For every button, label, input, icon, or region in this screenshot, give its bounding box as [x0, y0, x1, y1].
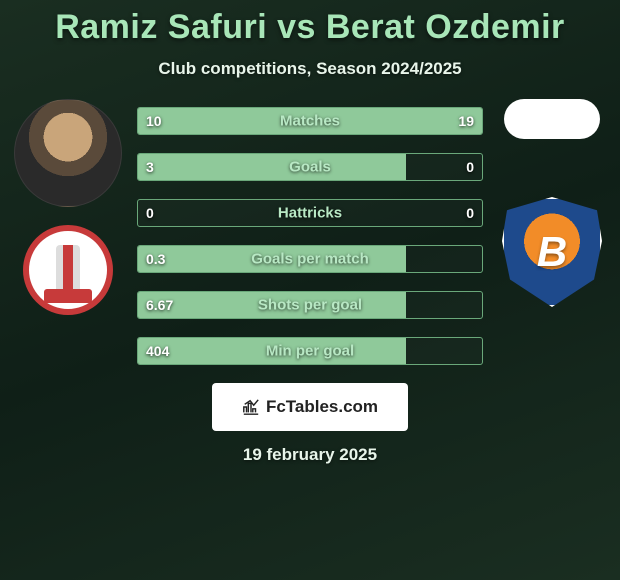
brand-label: FcTables.com — [266, 397, 378, 417]
stat-row: 10 19 Matches — [137, 107, 483, 135]
stat-label: Min per goal — [266, 343, 354, 360]
player-right-avatar — [504, 99, 600, 139]
stat-value-right: 19 — [458, 113, 474, 129]
page-title: Ramiz Safuri vs Berat Ozdemir — [0, 0, 620, 47]
stat-label: Goals — [289, 159, 331, 176]
shield-letter: B — [537, 228, 567, 276]
comparison-content: B 10 19 Matches 3 0 Goals 0 0 Hattricks 0.3 Goals … — [0, 99, 620, 365]
stat-value-left: 404 — [146, 343, 169, 359]
stat-value-left: 10 — [146, 113, 162, 129]
bar-left-fill — [138, 154, 406, 180]
player-left-avatar — [14, 99, 122, 207]
stat-label: Hattricks — [278, 205, 342, 222]
shield-icon: B — [502, 197, 602, 307]
stat-label: Goals per match — [251, 251, 369, 268]
stat-value-right: 0 — [466, 205, 474, 221]
right-player-column: B — [492, 99, 612, 307]
subtitle: Club competitions, Season 2024/2025 — [0, 59, 620, 79]
stat-value-right: 0 — [466, 159, 474, 175]
stat-value-left: 6.67 — [146, 297, 173, 313]
player-left-club-crest — [23, 225, 113, 315]
stat-row: 6.67 Shots per goal — [137, 291, 483, 319]
stat-value-left: 0 — [146, 205, 154, 221]
chart-icon — [242, 398, 260, 416]
stat-value-left: 3 — [146, 159, 154, 175]
stat-value-left: 0.3 — [146, 251, 165, 267]
stat-row: 3 0 Goals — [137, 153, 483, 181]
left-player-column — [8, 99, 128, 315]
stat-row: 0.3 Goals per match — [137, 245, 483, 273]
stat-row: 0 0 Hattricks — [137, 199, 483, 227]
brand-badge[interactable]: FcTables.com — [212, 383, 408, 431]
stat-label: Shots per goal — [258, 297, 362, 314]
stat-label: Matches — [280, 113, 340, 130]
date-label: 19 february 2025 — [0, 445, 620, 465]
comparison-bars: 10 19 Matches 3 0 Goals 0 0 Hattricks 0.3 Goals pe… — [137, 99, 483, 365]
stat-row: 404 Min per goal — [137, 337, 483, 365]
player-right-club-crest: B — [502, 197, 602, 307]
